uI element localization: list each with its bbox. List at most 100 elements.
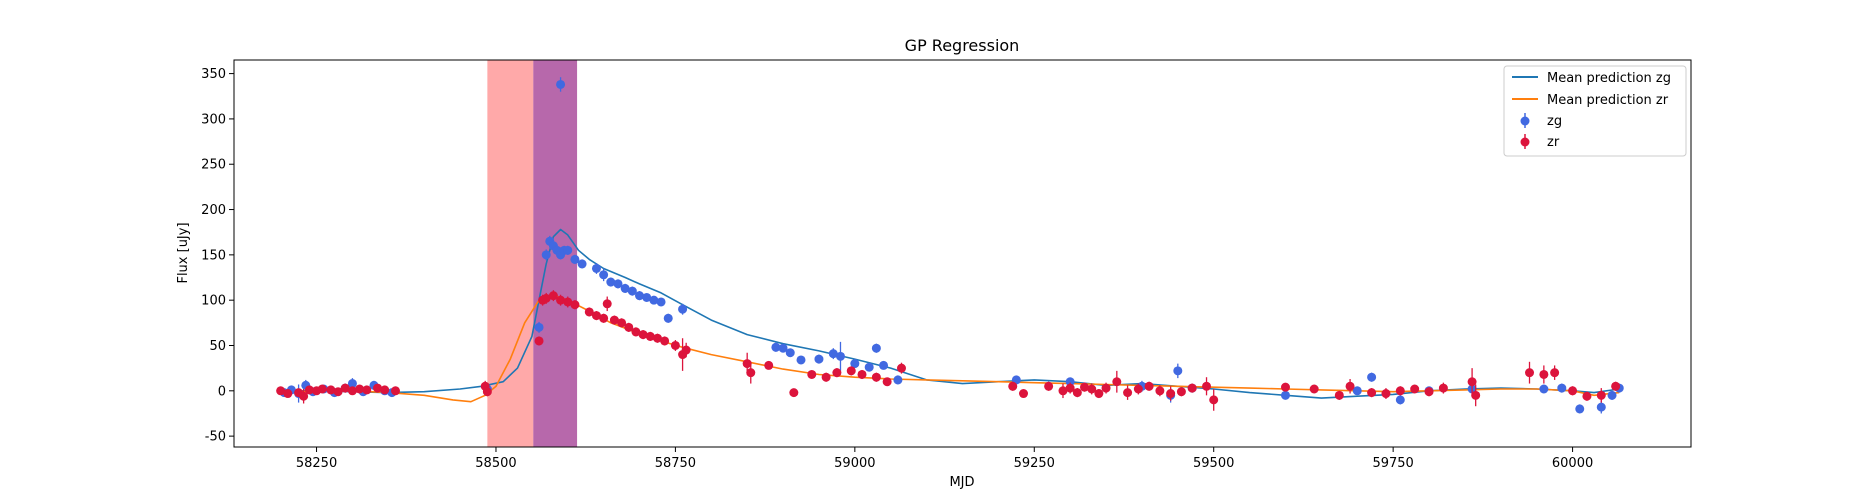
point-zr [1019,389,1029,399]
point-zr [570,300,580,310]
point-zr [871,372,881,382]
point-zr [1166,389,1176,399]
point-zr [624,322,634,332]
point-zr [1123,388,1133,398]
point-zg [1065,377,1075,387]
point-zr [681,345,691,355]
chart-title: GP Regression [905,36,1020,55]
point-zr [333,387,343,397]
axes-ticks: 58250 58500 58750 59000 59250 59500 59750 60000… [201,67,1593,471]
legend-label-zg-prediction: Mean prediction zg [1547,71,1671,86]
y-tick-label: 0 [218,384,226,399]
point-zr [617,318,627,328]
point-zr [609,315,619,325]
legend-zg-marker [1520,116,1530,126]
point-zr [896,363,906,373]
point-zg [871,343,881,353]
plot-frame [233,59,1692,448]
point-zr [670,340,680,350]
point-zg [570,254,580,264]
point-zr [1187,383,1197,393]
point-zr [304,385,314,395]
point-zg [1539,384,1549,394]
legend-box [1503,65,1687,157]
point-zg [563,245,573,255]
point-zg [864,362,874,372]
point-zr [1438,383,1448,393]
point-zr [317,384,327,394]
y-tick-label: -50 [205,430,226,445]
point-zg [1557,383,1567,393]
point-zg [850,359,860,369]
point-zg [627,286,637,296]
shaded-region-window-1 [487,60,534,447]
observation-points [276,77,1624,414]
point-zr [1582,391,1592,401]
point-zg [541,250,551,260]
point-zg [613,279,623,289]
x-tick-label: 59500 [1193,456,1234,471]
point-zr [807,369,817,379]
point-zr [882,377,892,387]
point-zg [771,342,781,352]
point-zr [742,359,752,369]
point-zg [1607,390,1617,400]
point-zr [584,307,594,317]
point-zr [326,385,336,395]
series-line-mean-prediction-zg [280,228,1620,399]
point-zr [1209,395,1219,405]
point-zr [1334,390,1344,400]
legend-zr-marker [1520,137,1530,147]
point-zg [620,283,630,293]
point-zr [631,327,641,337]
y-tick-label: 200 [201,203,226,218]
point-zr [1155,386,1165,396]
y-tick-label: 150 [201,248,226,263]
point-zr [1094,389,1104,399]
point-zr [1424,387,1434,397]
point-zr [638,330,648,340]
point-zr [1410,384,1420,394]
point-zr [599,313,609,323]
point-zr [390,386,400,396]
point-zr [1550,368,1560,378]
point-zg [1280,390,1290,400]
point-zr [1058,386,1068,396]
point-zr [1072,388,1082,398]
x-axis-label: MJD [949,475,974,490]
point-zr [362,385,372,395]
legend-label-zr: zr [1547,135,1560,150]
point-zr [764,360,774,370]
point-zr [857,369,867,379]
point-zg [835,351,845,361]
y-tick-label: 50 [209,339,226,354]
point-zr [373,383,383,393]
point-zr [340,383,350,393]
point-zr [534,336,544,346]
point-zr [1395,386,1405,396]
point-zr [1101,383,1111,393]
point-zr [652,333,662,343]
point-zg [879,360,889,370]
point-zg [1352,386,1362,396]
x-tick-label: 58250 [296,456,337,471]
point-zr [482,387,492,397]
point-zr [832,368,842,378]
point-zg [663,313,673,323]
point-zr [563,297,573,307]
point-zg [635,291,645,301]
point-zr [602,299,612,309]
point-zr [1080,382,1090,392]
point-zr [541,293,551,303]
y-tick-label: 100 [201,294,226,309]
point-zg [534,322,544,332]
point-zr [299,391,309,401]
point-zr [1176,387,1186,397]
point-zg [649,295,659,305]
x-tick-label: 58750 [655,456,696,471]
x-tick-label: 59000 [834,456,875,471]
point-zr [1309,384,1319,394]
point-zr [1381,389,1391,399]
prediction-lines [280,228,1620,403]
